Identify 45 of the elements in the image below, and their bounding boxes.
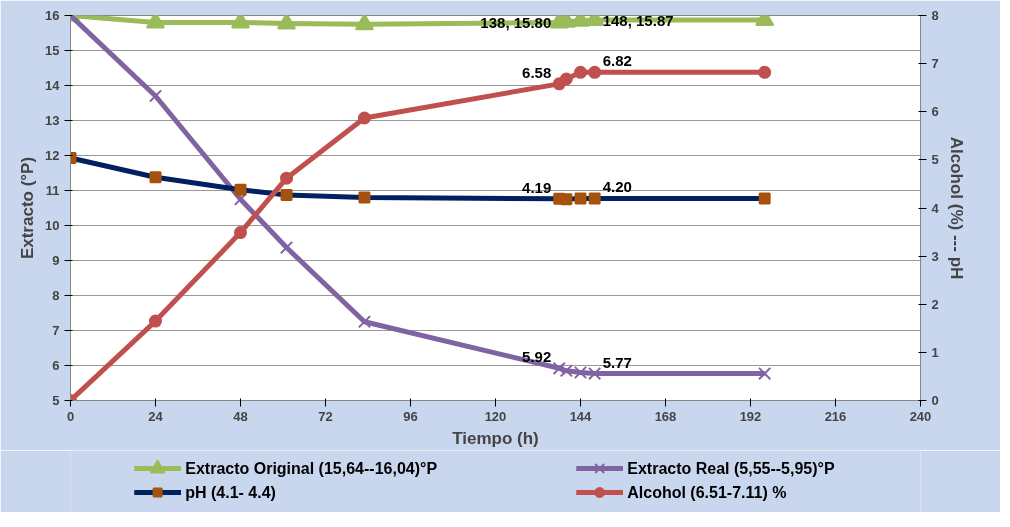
y-tick-label: 16 bbox=[45, 8, 60, 23]
y-tick-label: 10 bbox=[45, 218, 60, 233]
x-tick-label: 120 bbox=[484, 408, 507, 424]
data-label: 5.92 bbox=[522, 348, 552, 366]
y-tick-label: 14 bbox=[45, 78, 61, 93]
y2-axis-title: Alcohol (%) --- pH bbox=[946, 136, 966, 280]
y-tick-label: 11 bbox=[45, 183, 60, 198]
y2-tick-label: 2 bbox=[931, 296, 939, 312]
legend-label: Extracto Real (5,55--5,95)°P bbox=[627, 460, 835, 477]
x-tick-label: 240 bbox=[909, 408, 932, 424]
legend-label: Extracto Original (15,64--16,04)°P bbox=[185, 460, 438, 477]
y-tick-label: 5 bbox=[52, 393, 60, 408]
y-tick-label: 15 bbox=[45, 43, 60, 58]
y2-tick-label: 3 bbox=[931, 248, 939, 264]
y-axis-title: Extracto (°P) bbox=[18, 156, 38, 260]
x-tick-label: 168 bbox=[654, 408, 677, 424]
y2-tick-label: 8 bbox=[931, 8, 939, 23]
x-tick-label: 48 bbox=[233, 408, 248, 424]
y2-tick-label: 0 bbox=[931, 393, 939, 408]
y-tick-label: 12 bbox=[45, 148, 60, 163]
y-tick-label: 7 bbox=[52, 323, 60, 338]
data-label: 4.20 bbox=[602, 178, 632, 196]
y-tick-label: 8 bbox=[52, 288, 60, 303]
legend-label: pH (4.1- 4.4) bbox=[185, 484, 276, 501]
y2-tick-label: 6 bbox=[931, 104, 939, 120]
legend-label: Alcohol (6.51-7.11) % bbox=[627, 484, 787, 501]
x-tick-label: 24 bbox=[148, 408, 164, 424]
x-tick-label: 96 bbox=[403, 408, 418, 424]
x-tick-label: 0 bbox=[66, 408, 75, 424]
y2-tick-label: 4 bbox=[931, 200, 940, 216]
x-axis-title: Tiempo (h) bbox=[452, 428, 539, 448]
x-tick-label: 192 bbox=[739, 408, 762, 424]
y-tick-label: 9 bbox=[52, 253, 60, 268]
y-tick-label: 6 bbox=[52, 358, 60, 373]
x-tick-label: 72 bbox=[318, 408, 333, 424]
data-label: 6.82 bbox=[602, 52, 632, 70]
data-label: 4.19 bbox=[522, 178, 552, 196]
data-label: 6.58 bbox=[522, 63, 552, 81]
y-tick-label: 13 bbox=[45, 113, 60, 128]
x-tick-label: 216 bbox=[824, 408, 847, 424]
y2-tick-label: 7 bbox=[931, 56, 939, 72]
data-label: 5.77 bbox=[602, 353, 632, 371]
y2-tick-label: 1 bbox=[931, 344, 939, 360]
x-tick-label: 144 bbox=[569, 408, 593, 424]
y2-tick-label: 5 bbox=[931, 152, 939, 168]
